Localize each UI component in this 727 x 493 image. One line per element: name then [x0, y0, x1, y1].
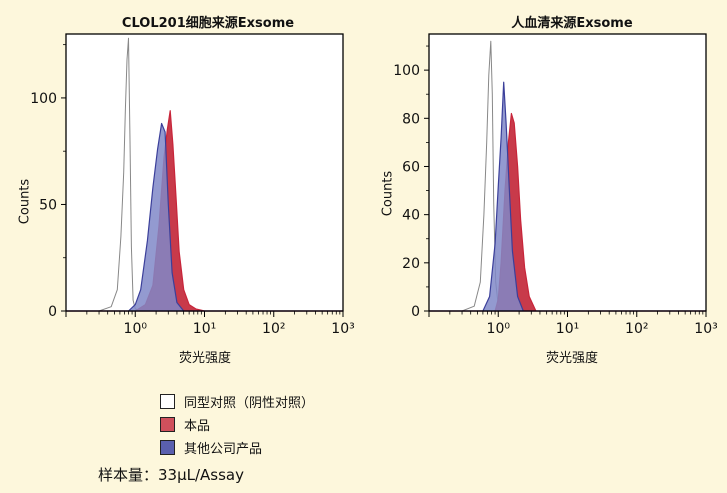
right-x-tick-label: 10²	[625, 321, 648, 337]
left-y-tick-label: 100	[30, 91, 57, 107]
left-x-tick-label: 10²	[262, 321, 285, 337]
right-series-other	[428, 81, 707, 312]
legend: 同型对照（阴性对照） 本品 其他公司产品	[160, 391, 314, 460]
legend-label-product: 本品	[184, 419, 211, 434]
right-x-tick-label: 10¹	[556, 321, 579, 337]
right-y-tick-label: 40	[402, 208, 420, 224]
legend-label-other: 其他公司产品	[184, 442, 263, 457]
left-y-tick-label: 50	[39, 197, 57, 213]
left-chart-title: CLOL201细胞来源Exsome	[121, 16, 295, 31]
right-y-tick-label: 100	[393, 63, 420, 79]
right-chart-title: 人血清来源Exsome	[511, 16, 633, 31]
right-x-axis-label: 荧光强度	[545, 351, 599, 366]
right-y-tick-label: 80	[402, 111, 420, 127]
legend-label-isotype: 同型对照（阴性对照）	[184, 396, 315, 411]
legend-swatch-product	[160, 417, 175, 432]
sample-volume-note: 样本量：33μL/Assay	[98, 466, 245, 484]
right-plot-area	[429, 34, 706, 311]
left-x-tick-label: 10³	[331, 321, 354, 337]
right-x-tick-label: 10⁰	[487, 321, 511, 337]
left-x-tick-label: 10⁰	[124, 321, 148, 337]
left-x-axis-label: 荧光强度	[178, 351, 232, 366]
right-y-tick-label: 20	[402, 256, 420, 272]
right-y-tick-label: 60	[402, 159, 420, 175]
right-x-tick-label: 10³	[694, 321, 717, 337]
left-x-tick-label: 10¹	[193, 321, 216, 337]
legend-swatch-isotype	[160, 394, 175, 409]
legend-item-isotype: 同型对照（阴性对照）	[160, 391, 314, 412]
left-plot-area	[66, 34, 343, 311]
left-y-tick-label: 0	[48, 304, 57, 320]
legend-item-other: 其他公司产品	[160, 437, 314, 458]
left-series-other	[65, 122, 344, 312]
right-y-tick-label: 0	[411, 304, 420, 320]
legend-swatch-other	[160, 440, 175, 455]
legend-item-product: 本品	[160, 414, 314, 435]
